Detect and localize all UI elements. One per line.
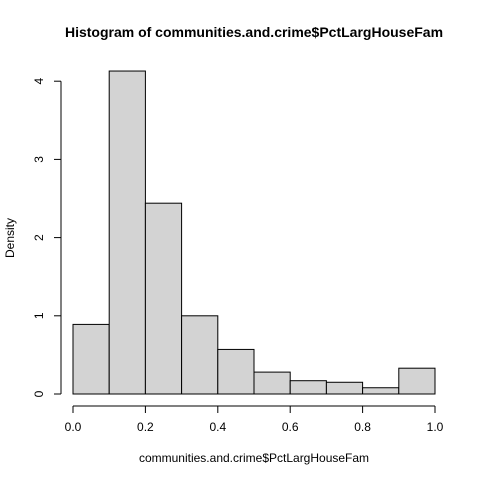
x-tick-label-3: 0.6 — [282, 420, 299, 434]
histogram-bar-8 — [362, 387, 400, 395]
histogram-bar-9 — [398, 367, 436, 395]
chart-title: Histogram of communities.and.crime$PctLa… — [65, 24, 443, 40]
histogram-bar-7 — [325, 381, 364, 395]
y-tick-label-2: 2 — [32, 234, 46, 241]
histogram-bar-5 — [253, 371, 291, 395]
bars-group — [72, 70, 436, 395]
histogram-bar-3 — [181, 315, 219, 395]
x-tick-label-2: 0.4 — [209, 420, 226, 434]
histogram-bar-1 — [108, 70, 146, 395]
x-axis-label: communities.and.crime$PctLargHouseFam — [139, 451, 369, 465]
x-tick-label-1: 0.2 — [137, 420, 154, 434]
y-tick-label-1: 1 — [32, 312, 46, 319]
y-axis: 0 1 2 3 4 — [32, 78, 62, 397]
y-tick-label-3: 3 — [32, 156, 46, 163]
x-axis: 0.0 0.2 0.4 0.6 0.8 1.0 — [65, 405, 444, 434]
histogram-bar-0 — [72, 323, 110, 395]
histogram-bar-4 — [217, 348, 255, 395]
x-tick-label-0: 0.0 — [65, 420, 82, 434]
histogram-bar-6 — [289, 380, 327, 395]
y-tick-label-0: 0 — [32, 390, 46, 397]
histogram-bar-2 — [144, 202, 183, 395]
y-tick-label-4: 4 — [32, 78, 46, 85]
y-axis-label: Density — [3, 218, 17, 258]
x-tick-label-5: 1.0 — [427, 420, 444, 434]
x-tick-label-4: 0.8 — [354, 420, 371, 434]
